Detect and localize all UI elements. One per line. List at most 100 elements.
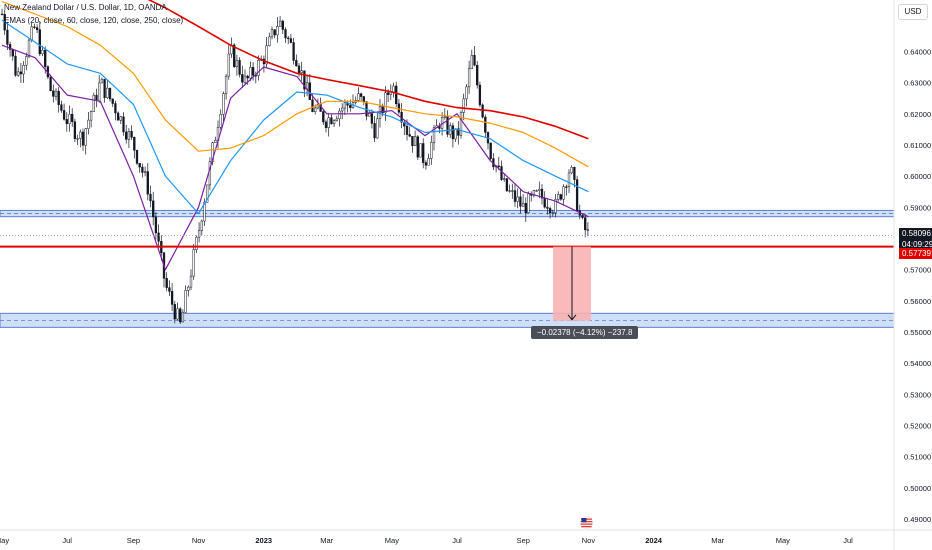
candle-body [222, 93, 225, 115]
measure-arrow-head [567, 314, 577, 321]
candle-body [381, 106, 384, 114]
candles-layer [0, 8, 590, 324]
ema-line [1, 1, 589, 168]
bar-timer-tag: 04:09:29 [899, 239, 932, 250]
indicator-title[interactable]: EMAs (20, close, 60, close, 120, close, … [4, 16, 184, 25]
candle-body [111, 98, 114, 104]
candle-body [127, 131, 131, 140]
candle-body [300, 70, 303, 73]
candle-body [424, 162, 428, 166]
candle-body [170, 291, 174, 305]
candle-body [327, 117, 330, 128]
candle-body [62, 110, 66, 120]
time-tick-label: May [0, 536, 9, 545]
candle-body [257, 60, 260, 76]
time-tick-label: Jul [62, 536, 72, 545]
price-tick-label: 0.51000 [904, 453, 931, 462]
candle-body [243, 75, 247, 83]
ema-line [1, 19, 589, 215]
candle-body [278, 20, 282, 27]
candle-body [44, 49, 47, 67]
candle-body [454, 128, 457, 140]
candle-body [586, 229, 590, 231]
candle-body [427, 158, 430, 166]
candle-body [249, 67, 252, 79]
candle-body [122, 116, 125, 133]
candle-body [335, 118, 338, 121]
candle-body [416, 136, 419, 158]
candle-body [73, 121, 77, 139]
time-tick-label: 2024 [645, 536, 663, 545]
candle-body [540, 188, 544, 199]
candle-body [462, 98, 465, 113]
candle-body [141, 166, 144, 173]
candle-body [500, 166, 503, 180]
candle-body [84, 128, 87, 146]
candle-body [408, 134, 411, 137]
candle-body [241, 74, 244, 83]
candle-body [152, 200, 155, 218]
candle-body [246, 75, 249, 79]
candle-body [489, 142, 492, 159]
candle-body [567, 172, 571, 188]
time-tick-label: Sep [127, 536, 140, 545]
candle-body [314, 107, 317, 112]
candle-body [376, 118, 379, 139]
candle-body [8, 44, 12, 50]
candle-body [273, 29, 276, 36]
candle-body [573, 167, 576, 180]
candle-body [138, 163, 141, 168]
candle-body [76, 138, 79, 140]
time-axis[interactable]: May Jul Sep Nov 2023 Mar May Jul Sep Nov 2024 Mar Ma… [0, 536, 853, 545]
candle-body [54, 90, 58, 97]
candle-body [268, 36, 271, 46]
candle-body [146, 171, 149, 195]
price-tick-label: 0.57000 [904, 266, 931, 275]
ema-line [147, 0, 589, 140]
price-tick-label: 0.52000 [904, 422, 931, 431]
candle-body [505, 178, 509, 192]
candle-body [316, 104, 320, 109]
candle-body [108, 87, 112, 100]
candle-body [359, 93, 363, 97]
candle-body [233, 44, 236, 67]
candle-body [478, 84, 482, 106]
currency-button[interactable]: USD [898, 4, 928, 20]
candle-body [154, 216, 158, 234]
level-price-tag: 0.57739 [899, 248, 932, 259]
candle-body [14, 55, 17, 76]
candle-body [303, 70, 306, 90]
candle-body [413, 136, 417, 147]
overlays-layer [0, 235, 894, 321]
candle-body [470, 55, 473, 69]
candle-body [270, 29, 274, 38]
candle-body [130, 131, 133, 138]
candle-body [192, 249, 195, 277]
candle-body [562, 186, 565, 200]
candle-body [551, 212, 554, 214]
candle-body [289, 38, 293, 43]
price-tick-label: 0.62000 [904, 110, 931, 119]
candle-body [287, 37, 290, 39]
candle-body [89, 111, 93, 121]
candle-body [100, 78, 104, 84]
candle-body [513, 190, 517, 202]
candle-body [451, 125, 455, 140]
candle-body [0, 13, 4, 16]
candle-body [481, 104, 484, 118]
candle-body [503, 178, 506, 180]
ema-line [1, 44, 589, 271]
candle-body [227, 53, 230, 77]
candle-body [168, 287, 171, 292]
candle-body [68, 113, 71, 124]
candle-body [465, 86, 468, 100]
candle-body [103, 78, 106, 98]
candle-body [519, 196, 522, 207]
candle-body [411, 135, 414, 147]
candle-body [467, 68, 471, 88]
us-flag-icon[interactable] [580, 516, 593, 529]
candle-body [557, 194, 560, 200]
candle-body [35, 27, 39, 30]
candle-body [432, 127, 436, 143]
